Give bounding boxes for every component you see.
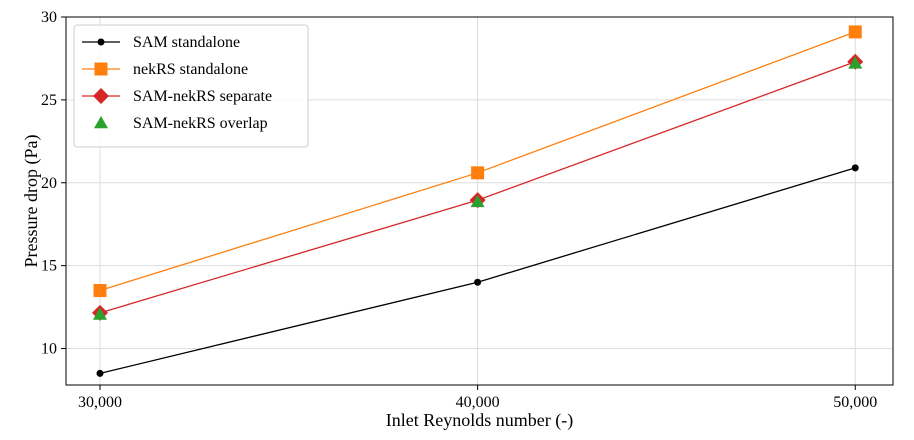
- x-tick-label: 30,000: [78, 394, 122, 411]
- sam-standalone-point: [474, 278, 482, 286]
- tick-marks: 30,000 40,000 50,000 10 15 20 25 30: [41, 9, 877, 411]
- legend-entry-nekrs-standalone: nekRS standalone: [82, 61, 248, 78]
- legend-marker: [93, 88, 109, 104]
- sam-standalone-point: [851, 164, 859, 172]
- legend-label: nekRS standalone: [133, 61, 248, 78]
- series-nekrs-standalone: [93, 25, 862, 298]
- x-tick-label: 40,000: [456, 394, 500, 411]
- y-tick-label: 25: [41, 92, 57, 109]
- legend-entry-sam-standalone: SAM standalone: [82, 34, 240, 51]
- sam-nekrs-overlap-point: [848, 56, 863, 69]
- legend-label: SAM-nekRS overlap: [133, 115, 268, 132]
- plot-frame: [65, 16, 894, 386]
- legend-label: SAM standalone: [133, 34, 240, 51]
- legend-label: SAM-nekRS separate: [133, 88, 272, 105]
- nekrs-standalone-point: [848, 25, 862, 39]
- nekrs-standalone-point: [471, 166, 485, 180]
- legend-marker: [97, 38, 105, 46]
- y-tick-label: 10: [41, 341, 57, 358]
- legend-entry-sam-nekrs-overlap: SAM-nekRS overlap: [94, 115, 268, 132]
- y-tick-label: 30: [41, 9, 57, 26]
- legend-box: [73, 24, 309, 148]
- y-tick-label: 15: [41, 258, 57, 275]
- legend-marker: [94, 116, 108, 129]
- nekrs-standalone-point: [93, 284, 107, 298]
- sam-nekrs-overlap-point: [470, 194, 485, 208]
- series-sam-standalone: [96, 164, 859, 377]
- y-axis-label: Pressure drop (Pa): [21, 135, 42, 268]
- sam-standalone-point: [96, 369, 104, 377]
- sam-nekrs-overlap-point: [92, 307, 107, 320]
- series-layer: [91, 25, 864, 377]
- legend-entry-sam-nekrs-separate: SAM-nekRS separate: [82, 88, 272, 105]
- x-tick-label: 50,000: [833, 394, 877, 411]
- series-sam-nekrs-overlap: [92, 56, 863, 320]
- legend-marker: [94, 62, 108, 76]
- legend: SAM standalone nekRS standalone SAM-nekRS …: [73, 24, 309, 148]
- x-axis-label: Inlet Reynolds number (-): [386, 410, 573, 431]
- y-tick-label: 20: [41, 175, 57, 192]
